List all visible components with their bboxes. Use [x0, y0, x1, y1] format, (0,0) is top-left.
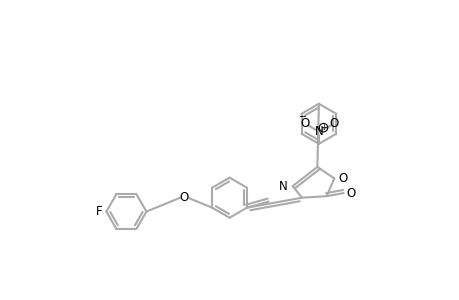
Text: O: O — [300, 117, 309, 130]
Text: N: N — [279, 180, 287, 193]
Text: O: O — [346, 187, 355, 200]
Text: O: O — [329, 117, 338, 130]
Text: N: N — [314, 125, 323, 138]
Text: F: F — [96, 205, 102, 218]
Text: O: O — [179, 191, 188, 204]
Text: −: − — [299, 112, 307, 122]
Text: +: + — [319, 123, 326, 132]
Text: O: O — [337, 172, 347, 185]
